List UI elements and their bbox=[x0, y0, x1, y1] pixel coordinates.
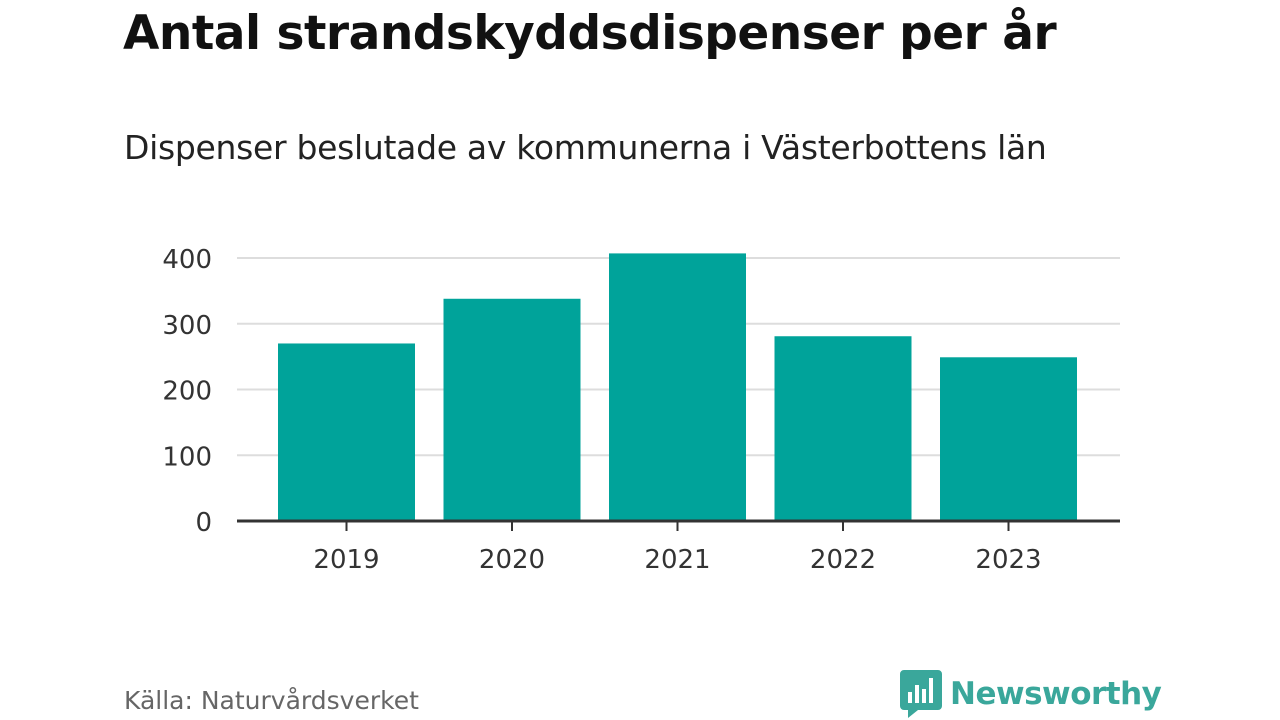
bar bbox=[443, 298, 581, 521]
x-tick-label: 2019 bbox=[313, 545, 379, 575]
bar bbox=[278, 343, 415, 521]
chart-bubble-icon bbox=[900, 670, 942, 718]
y-tick-label: 0 bbox=[195, 508, 212, 538]
x-tick-label: 2023 bbox=[975, 545, 1041, 575]
source-note: Källa: Naturvårdsverket bbox=[124, 686, 419, 715]
x-tick-label: 2021 bbox=[644, 545, 710, 575]
x-tick-label: 2022 bbox=[810, 545, 876, 575]
bar bbox=[609, 253, 746, 521]
bar bbox=[774, 336, 912, 521]
y-tick-label: 100 bbox=[162, 442, 212, 472]
y-tick-label: 300 bbox=[162, 311, 212, 341]
brand-name: Newsworthy bbox=[950, 676, 1162, 712]
y-tick-label: 400 bbox=[162, 245, 212, 275]
chart-title: Antal strandskyddsdispenser per år bbox=[123, 6, 1057, 61]
bar bbox=[940, 357, 1077, 521]
bar-chart: 0 100 200 300 400 2019 2020 2021 2022 2023 bbox=[162, 245, 1120, 575]
newsworthy-logo: Newsworthy bbox=[900, 670, 1162, 718]
chart-subtitle: Dispenser beslutade av kommunerna i Väst… bbox=[124, 128, 1047, 167]
x-tick-label: 2020 bbox=[479, 545, 545, 575]
y-tick-label: 200 bbox=[162, 377, 212, 407]
